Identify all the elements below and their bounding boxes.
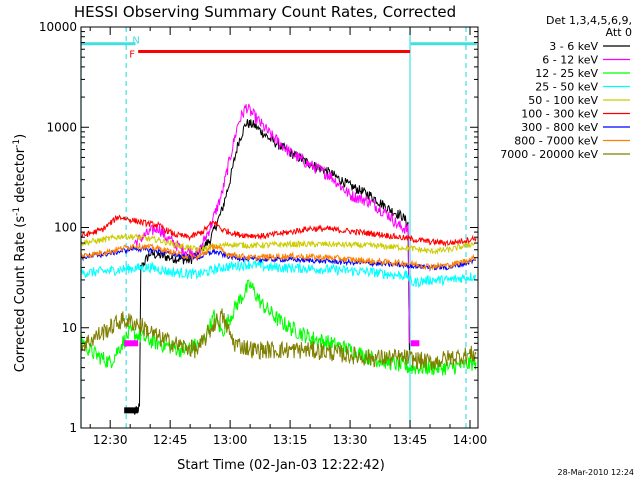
series-line — [80, 308, 477, 371]
series-line — [80, 279, 477, 376]
legend-label: 100 - 300 keV — [521, 108, 598, 121]
y-axis-label: Corrected Count Rate (s-1 detector-1) — [12, 134, 28, 372]
x-tick-label: 13:30 — [333, 433, 368, 447]
x-tick-label: 13:45 — [393, 433, 428, 447]
y-tick-label: 100 — [54, 221, 77, 235]
y-tick-label: 1000 — [46, 120, 77, 134]
y-tick-label: 10 — [62, 321, 77, 335]
legend-label: 6 - 12 keV — [542, 54, 598, 67]
legend-label: 50 - 100 keV — [528, 94, 598, 107]
y-tick-label: 1 — [69, 421, 77, 435]
y-axis-label-main: Corrected Count Rate (s — [13, 216, 28, 373]
flare-flag-label: F — [129, 49, 135, 60]
legend-label: 800 - 7000 keV — [514, 135, 598, 148]
chart-title: HESSI Observing Summary Count Rates, Cor… — [74, 3, 456, 21]
x-axis-label: Start Time (02-Jan-03 12:22:42) — [177, 458, 385, 473]
x-tick-label: 13:00 — [213, 433, 248, 447]
x-tick-label: 12:45 — [153, 433, 188, 447]
footer-date: 28-Mar-2010 12:24 — [558, 468, 635, 477]
night-flag-label: N — [132, 35, 139, 46]
x-tick-label: 12:30 — [93, 433, 128, 447]
legend-header-line2: Att 0 — [606, 26, 632, 39]
series-line — [80, 259, 477, 289]
legend-header-line1: Det 1,3,4,5,6,9, — [546, 14, 632, 27]
legend-label: 25 - 50 keV — [535, 81, 598, 94]
legend-label: 3 - 6 keV — [549, 40, 598, 53]
legend-label: 300 - 800 keV — [521, 121, 598, 134]
x-tick-label: 14:00 — [453, 433, 488, 447]
axes: 12:30 12:45 13:00 13:15 13:30 13:45 14:00 1 10 10… — [39, 20, 487, 447]
y-tick-label: 10000 — [39, 20, 77, 34]
series-line — [80, 242, 477, 271]
series-line — [80, 214, 477, 248]
y-axis-label-exp2: -1 — [12, 139, 22, 148]
x-tick-label: 13:15 — [273, 433, 308, 447]
y-axis-label-tail: ) — [13, 134, 28, 139]
series-line — [80, 233, 477, 255]
legend-label: 7000 - 20000 keV — [500, 148, 598, 161]
legend-label: 12 - 25 keV — [535, 67, 598, 80]
plot-area: NF — [80, 27, 477, 428]
y-axis-label-mid: detector — [13, 147, 28, 207]
y-axis-label-exp1: -1 — [12, 207, 22, 216]
